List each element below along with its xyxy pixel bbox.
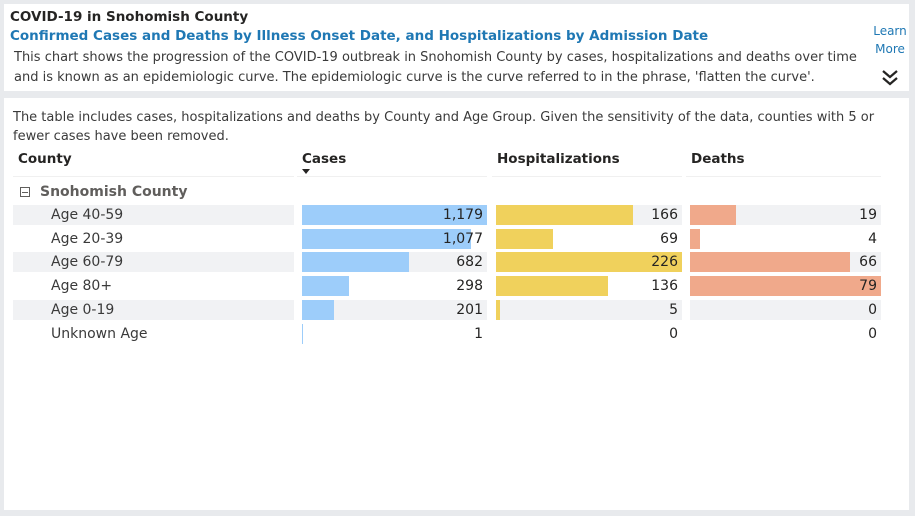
column-header-county[interactable]: County xyxy=(13,149,294,177)
row-label-cell: Age 0-19 xyxy=(13,299,294,320)
row-label-cell: Age 60-79 xyxy=(13,252,294,273)
deaths-value: 4 xyxy=(868,230,877,247)
cases-value: 1 xyxy=(474,325,483,342)
hospitalizations-value: 0 xyxy=(669,325,678,342)
deaths-cell: 79 xyxy=(690,276,881,297)
row-label: Age 80+ xyxy=(51,278,113,295)
hospitalizations-bar xyxy=(496,276,608,297)
page-title: COVID-19 in Snohomish County xyxy=(10,9,249,25)
cases-cell: 298 xyxy=(302,276,487,297)
deaths-cell: 66 xyxy=(690,252,881,273)
group-label: Snohomish County xyxy=(40,184,188,200)
double-chevron-down-icon[interactable] xyxy=(878,66,902,90)
row-label: Unknown Age xyxy=(51,325,148,342)
cases-value: 1,077 xyxy=(442,230,483,247)
deaths-cell: 0 xyxy=(690,299,881,320)
row-label-cell: Age 20-39 xyxy=(13,229,294,249)
deaths-value: 79 xyxy=(859,278,877,295)
deaths-value: 66 xyxy=(859,254,877,271)
cases-cell: 682 xyxy=(302,252,487,273)
sort-descending-icon xyxy=(302,169,310,174)
cases-bar xyxy=(302,205,487,225)
table-note: The table includes cases, hospitalizatio… xyxy=(13,110,875,144)
hospitalizations-value: 69 xyxy=(660,230,678,247)
deaths-bar xyxy=(690,276,881,297)
cases-bar xyxy=(302,252,409,273)
column-header-deaths[interactable]: Deaths xyxy=(686,149,881,177)
table-row[interactable]: Age 20-39 1,077 69 4 xyxy=(4,228,909,250)
hospitalizations-bar xyxy=(496,228,553,249)
column-header-deaths-label: Deaths xyxy=(691,151,745,167)
hospitalizations-value: 166 xyxy=(651,207,678,223)
row-label: Age 0-19 xyxy=(51,301,115,318)
chart-description: This chart shows the progression of the … xyxy=(14,50,857,85)
hospitalizations-bar xyxy=(496,299,501,320)
row-label: Age 20-39 xyxy=(51,230,124,247)
header-card: COVID-19 in Snohomish County Confirmed C… xyxy=(4,4,909,91)
deaths-value: 19 xyxy=(859,207,877,223)
cases-bar xyxy=(302,323,303,344)
hospitalizations-cell: 69 xyxy=(496,228,682,249)
table-row[interactable]: Age 60-79 682 226 66 xyxy=(4,251,909,273)
collapse-icon[interactable] xyxy=(20,187,30,197)
deaths-value: 0 xyxy=(868,301,877,318)
deaths-cell: 19 xyxy=(690,205,881,225)
column-header-hospitalizations[interactable]: Hospitalizations xyxy=(492,149,682,177)
row-label-cell: Unknown Age xyxy=(13,324,294,344)
row-label-cell: Age 80+ xyxy=(13,276,294,296)
hospitalizations-value: 5 xyxy=(669,301,678,318)
cases-cell: 1 xyxy=(302,323,487,344)
learn-more-line1: Learn xyxy=(873,24,907,38)
table-row[interactable]: Age 80+ 298 136 79 xyxy=(4,275,909,297)
cases-cell: 1,077 xyxy=(302,228,487,249)
hospitalizations-bar xyxy=(496,205,633,225)
row-label-cell: Age 40-59 xyxy=(13,205,294,225)
learn-more-line2: More xyxy=(875,42,905,56)
table-row[interactable]: Unknown Age 1 0 0 xyxy=(4,323,909,345)
row-label: Age 60-79 xyxy=(51,254,124,271)
cases-value: 682 xyxy=(456,254,483,271)
cases-bar xyxy=(302,299,334,320)
learn-more-link[interactable]: Learn More xyxy=(870,22,910,58)
deaths-value: 0 xyxy=(868,325,877,342)
deaths-bar xyxy=(690,252,850,273)
table-row[interactable]: Age 0-19 201 5 0 xyxy=(4,299,909,321)
hospitalizations-cell: 136 xyxy=(496,276,682,297)
deaths-cell: 4 xyxy=(690,228,881,249)
hospitalizations-cell: 166 xyxy=(496,205,682,225)
cases-bar xyxy=(302,228,471,249)
deaths-cell: 0 xyxy=(690,324,881,344)
hospitalizations-bar xyxy=(496,252,682,273)
column-header-cases[interactable]: Cases xyxy=(297,149,487,177)
hospitalizations-value: 136 xyxy=(651,278,678,295)
hospitalizations-cell: 226 xyxy=(496,252,682,273)
page-subtitle: Confirmed Cases and Deaths by Illness On… xyxy=(10,28,709,44)
hospitalizations-cell: 0 xyxy=(496,324,682,344)
column-header-county-label: County xyxy=(18,151,72,167)
table-row[interactable]: Age 40-59 1,179 166 19 xyxy=(4,204,909,226)
cases-value: 1,179 xyxy=(442,207,483,223)
group-row: Snohomish County xyxy=(12,183,412,203)
cases-cell: 1,179 xyxy=(302,205,487,225)
deaths-bar xyxy=(690,228,700,249)
cases-bar xyxy=(302,276,349,297)
cases-cell: 201 xyxy=(302,299,487,320)
hospitalizations-cell: 5 xyxy=(496,299,682,320)
cases-value: 201 xyxy=(456,301,483,318)
column-header-hospitalizations-label: Hospitalizations xyxy=(497,151,620,167)
hospitalizations-value: 226 xyxy=(651,254,678,271)
column-header-cases-label: Cases xyxy=(302,151,347,167)
cases-value: 298 xyxy=(456,278,483,295)
deaths-bar xyxy=(690,205,736,225)
table-card: The table includes cases, hospitalizatio… xyxy=(4,98,909,510)
row-label: Age 40-59 xyxy=(51,207,124,223)
